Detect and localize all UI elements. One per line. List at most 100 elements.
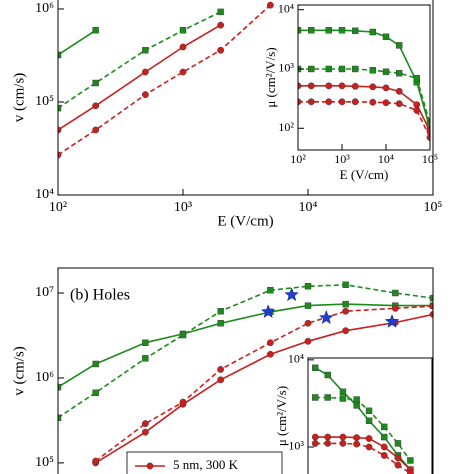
legend-label: 5 nm, 300 K bbox=[173, 457, 239, 472]
marker bbox=[382, 33, 390, 40]
marker bbox=[312, 364, 319, 372]
marker bbox=[324, 433, 332, 441]
plot-area bbox=[298, 27, 430, 141]
marker bbox=[217, 320, 224, 327]
marker bbox=[92, 360, 99, 368]
star-marker bbox=[260, 304, 276, 319]
x-axis-label: E (V/cm) bbox=[340, 167, 389, 182]
marker bbox=[141, 91, 149, 99]
marker bbox=[217, 21, 225, 29]
marker bbox=[352, 27, 359, 35]
marker bbox=[92, 102, 100, 110]
panel-title: (b) Holes bbox=[70, 287, 130, 304]
marker bbox=[342, 307, 350, 315]
marker bbox=[92, 27, 99, 34]
series-line bbox=[298, 29, 430, 129]
series-line bbox=[58, 11, 221, 109]
marker bbox=[413, 101, 421, 109]
marker bbox=[217, 46, 225, 54]
marker bbox=[308, 65, 315, 73]
panel: 10⁵ 10⁶ 10⁷ v (cm/s) (b) Holes 5 nm, 300 K bbox=[11, 267, 434, 474]
series-line bbox=[298, 85, 430, 132]
plot-area bbox=[311, 364, 414, 474]
marker bbox=[141, 428, 149, 436]
marker bbox=[381, 423, 388, 431]
y-axis-label: v (cm/s) bbox=[11, 346, 27, 396]
marker bbox=[266, 1, 274, 9]
marker bbox=[324, 394, 331, 401]
marker bbox=[308, 27, 315, 34]
marker bbox=[365, 435, 373, 442]
y-tick-label: 10⁷ bbox=[35, 285, 54, 300]
marker bbox=[338, 98, 346, 106]
marker bbox=[298, 98, 302, 106]
marker bbox=[382, 99, 390, 107]
marker bbox=[365, 443, 373, 451]
marker bbox=[92, 457, 100, 465]
marker bbox=[266, 339, 274, 347]
marker bbox=[304, 337, 312, 345]
y-tick-label: 10⁴ bbox=[35, 187, 54, 202]
y-tick-label: 10⁵ bbox=[35, 94, 54, 109]
y-tick-label: 10⁶ bbox=[35, 1, 54, 16]
marker bbox=[394, 440, 402, 447]
series-line bbox=[58, 29, 97, 56]
legend-marker bbox=[146, 462, 154, 470]
marker bbox=[298, 27, 302, 34]
marker bbox=[325, 65, 332, 73]
marker bbox=[58, 151, 62, 159]
marker bbox=[217, 376, 225, 384]
marker bbox=[304, 283, 312, 290]
y-tick-label: 10⁵ bbox=[35, 455, 54, 470]
marker bbox=[312, 394, 319, 401]
marker bbox=[217, 308, 224, 315]
marker bbox=[217, 366, 225, 373]
marker bbox=[179, 27, 187, 34]
x-tick-label: 10⁴ bbox=[299, 200, 318, 215]
marker bbox=[351, 82, 359, 90]
y-axis-label: μ (cm²/V/s) bbox=[274, 386, 289, 446]
marker bbox=[352, 65, 359, 73]
marker bbox=[351, 98, 359, 106]
inset-background bbox=[298, 5, 430, 150]
marker bbox=[307, 82, 315, 90]
marker bbox=[339, 395, 347, 402]
marker bbox=[342, 327, 350, 335]
marker bbox=[392, 289, 399, 297]
marker bbox=[142, 355, 149, 362]
marker bbox=[396, 69, 403, 77]
marker bbox=[338, 27, 346, 34]
marker bbox=[380, 443, 388, 451]
marker bbox=[353, 440, 361, 448]
marker bbox=[353, 396, 360, 403]
marker bbox=[179, 43, 187, 51]
y-tick-label: 10³ bbox=[278, 61, 294, 75]
x-tick-label: 10² bbox=[290, 152, 306, 166]
axes-frame bbox=[57, 267, 434, 474]
star-marker bbox=[318, 310, 334, 325]
marker bbox=[407, 457, 414, 464]
x-tick-label: 10³ bbox=[174, 200, 192, 215]
plot-area bbox=[58, 281, 433, 467]
marker bbox=[324, 439, 332, 447]
x-tick-label: 10³ bbox=[334, 152, 350, 166]
y-tick-label: 10⁶ bbox=[35, 370, 54, 385]
marker bbox=[369, 83, 377, 91]
marker bbox=[394, 454, 402, 462]
marker bbox=[338, 82, 346, 90]
legend: 5 nm, 300 K bbox=[126, 451, 283, 474]
marker bbox=[58, 104, 62, 112]
marker bbox=[396, 42, 403, 49]
y-axis-label: v (cm/s) bbox=[11, 73, 27, 123]
marker bbox=[413, 74, 420, 82]
series-line bbox=[58, 303, 433, 388]
plot-area bbox=[58, 1, 274, 159]
series-line bbox=[58, 24, 222, 131]
marker bbox=[395, 87, 403, 95]
marker bbox=[342, 281, 349, 288]
marker bbox=[413, 107, 421, 114]
series-line bbox=[58, 4, 271, 156]
marker bbox=[369, 67, 376, 74]
marker bbox=[339, 439, 347, 447]
